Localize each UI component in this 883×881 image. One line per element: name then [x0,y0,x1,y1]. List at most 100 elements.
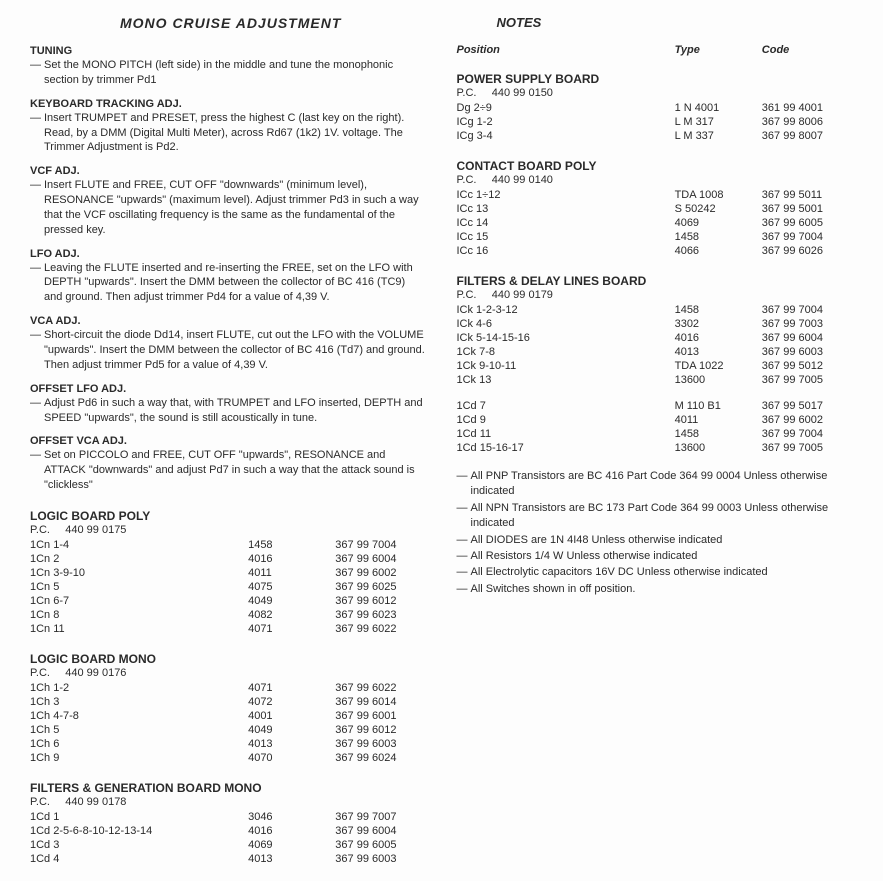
table-cell: 1Ch 6 [30,737,248,751]
table-cell: 1Ch 9 [30,751,248,765]
table-row: 1Cd 34069367 99 6005 [30,838,427,852]
table-cell: ICc 15 [457,230,675,244]
table-cell: 367 99 6004 [335,552,426,566]
line-text: Adjust Pd6 in such a way that, with TRUM… [44,396,427,426]
table-cell: 1Ck 7-8 [457,345,675,359]
general-note-line: —All NPN Transistors are BC 173 Part Cod… [457,501,854,532]
table-cell: 367 99 6004 [762,331,853,345]
table-row: 1Cd 7M 110 B1367 99 5017 [457,399,854,413]
section-body: —Set on PICCOLO and FREE, CUT OFF "upwar… [30,448,427,493]
table-cell: 4013 [675,345,762,359]
table-cell: 4016 [248,552,335,566]
table-row: ICg 1-2L M 317367 99 8006 [457,115,854,129]
table-cell: 4070 [248,751,335,765]
table-cell: 4072 [248,695,335,709]
table-cell: ICc 13 [457,202,675,216]
section-line: —Leaving the FLUTE inserted and re-inser… [30,261,427,306]
table-cell: 1Cd 11 [457,427,675,441]
dash-icon: — [30,328,44,373]
section-line: —Short-circuit the diode Dd14, insert FL… [30,328,427,373]
table-cell: 1Cd 15-16-17 [457,441,675,455]
table-cell: 367 99 6012 [335,594,426,608]
pc-line: P.C. 440 99 0140 [457,174,854,186]
table-row: 1Ck 9-10-11TDA 1022367 99 5012 [457,359,854,373]
dash-icon: — [30,178,44,237]
table-row: ICk 4-63302367 99 7003 [457,317,854,331]
dash-icon: — [30,111,44,156]
left-boards: LOGIC BOARD POLYP.C. 440 99 01751Cn 1-41… [30,509,427,866]
table-row: 1Ck 7-84013367 99 6003 [457,345,854,359]
table-cell: 4082 [248,608,335,622]
note-text: All Resistors 1/4 W Unless otherwise ind… [471,549,854,564]
parts-table: 1Cn 1-41458367 99 70041Cn 24016367 99 60… [30,538,427,636]
section-line: —Set on PICCOLO and FREE, CUT OFF "upwar… [30,448,427,493]
table-cell: S 50242 [675,202,762,216]
table-cell: 367 99 6001 [335,709,426,723]
table-cell: 4071 [248,622,335,636]
right-boards: POWER SUPPLY BOARDP.C. 440 99 0150Dg 2÷9… [457,72,854,455]
table-cell: 1 N 4001 [675,101,762,115]
table-cell: L M 317 [675,115,762,129]
line-text: Insert TRUMPET and PRESET, press the hig… [44,111,427,156]
dash-icon: — [457,549,471,564]
parts-table: ICc 1÷12TDA 1008367 99 5011ICc 13S 50242… [457,188,854,258]
table-cell: 1458 [675,427,762,441]
table-cell: 367 99 6002 [335,566,426,580]
table-cell: 4069 [248,838,335,852]
parts-table: 1Cd 7M 110 B1367 99 50171Cd 94011367 99 … [457,399,854,455]
adjustment-sections: TUNING—Set the MONO PITCH (left side) in… [30,45,427,493]
table-cell: ICc 14 [457,216,675,230]
general-note-line: —All Electrolytic capacitors 16V DC Unle… [457,565,854,580]
table-row: 1Ch 54049367 99 6012 [30,723,427,737]
section-heading: KEYBOARD TRACKING ADJ. [30,98,427,110]
table-row: 1Cn 6-74049367 99 6012 [30,594,427,608]
table-cell: 1Ch 5 [30,723,248,737]
general-note-line: —All DIODES are 1N 4I48 Unless otherwise… [457,533,854,548]
note-text: All Electrolytic capacitors 16V DC Unles… [471,565,854,580]
table-cell: 367 99 6025 [335,580,426,594]
table-cell: 367 99 5011 [762,188,853,202]
table-cell: ICg 3-4 [457,129,675,143]
table-cell: 367 99 5017 [762,399,853,413]
table-cell: 1Cd 3 [30,838,248,852]
table-cell: 367 99 6004 [335,824,426,838]
table-cell: 1458 [675,303,762,317]
table-cell: 1Ch 3 [30,695,248,709]
table-cell: 13600 [675,373,762,387]
table-cell: 4013 [248,737,335,751]
table-row: ICc 164066367 99 6026 [457,244,854,258]
table-cell: 4066 [675,244,762,258]
table-row: ICc 144069367 99 6005 [457,216,854,230]
general-note-line: —All PNP Transistors are BC 416 Part Cod… [457,469,854,500]
table-cell: 367 99 7004 [335,538,426,552]
table-row: ICk 1-2-3-121458367 99 7004 [457,303,854,317]
left-column: MONO CRUISE ADJUSTMENT TUNING—Set the MO… [30,15,427,866]
table-cell: TDA 1008 [675,188,762,202]
table-row: 1Ch 1-24071367 99 6022 [30,681,427,695]
table-cell: 1Cn 1-4 [30,538,248,552]
table-cell: 367 99 6024 [335,751,426,765]
table-row: 1Cd 44013367 99 6003 [30,852,427,866]
table-cell: 367 99 6022 [335,622,426,636]
table-cell: 367 99 5012 [762,359,853,373]
table-cell: 4049 [248,723,335,737]
table-cell: 367 99 7004 [762,230,853,244]
table-cell: 1Cn 11 [30,622,248,636]
table-cell: ICc 16 [457,244,675,258]
table-row: 1Cn 3-9-104011367 99 6002 [30,566,427,580]
section-line: —Insert FLUTE and FREE, CUT OFF "downwar… [30,178,427,237]
parts-table: 1Cd 13046367 99 70071Cd 2-5-6-8-10-12-13… [30,810,427,866]
parts-table: Dg 2÷91 N 4001361 99 4001ICg 1-2L M 3173… [457,101,854,143]
note-text: All DIODES are 1N 4I48 Unless otherwise … [471,533,854,548]
table-cell: 1Cn 5 [30,580,248,594]
table-cell: 4011 [248,566,335,580]
table-row: 1Ch 4-7-84001367 99 6001 [30,709,427,723]
line-text: Set the MONO PITCH (left side) in the mi… [44,58,427,88]
table-cell: ICk 1-2-3-12 [457,303,675,317]
table-cell: 367 99 6002 [762,413,853,427]
table-row: 1Cn 54075367 99 6025 [30,580,427,594]
line-text: Leaving the FLUTE inserted and re-insert… [44,261,427,306]
table-row: 1Ch 34072367 99 6014 [30,695,427,709]
table-cell: 4049 [248,594,335,608]
line-text: Insert FLUTE and FREE, CUT OFF "downward… [44,178,427,237]
